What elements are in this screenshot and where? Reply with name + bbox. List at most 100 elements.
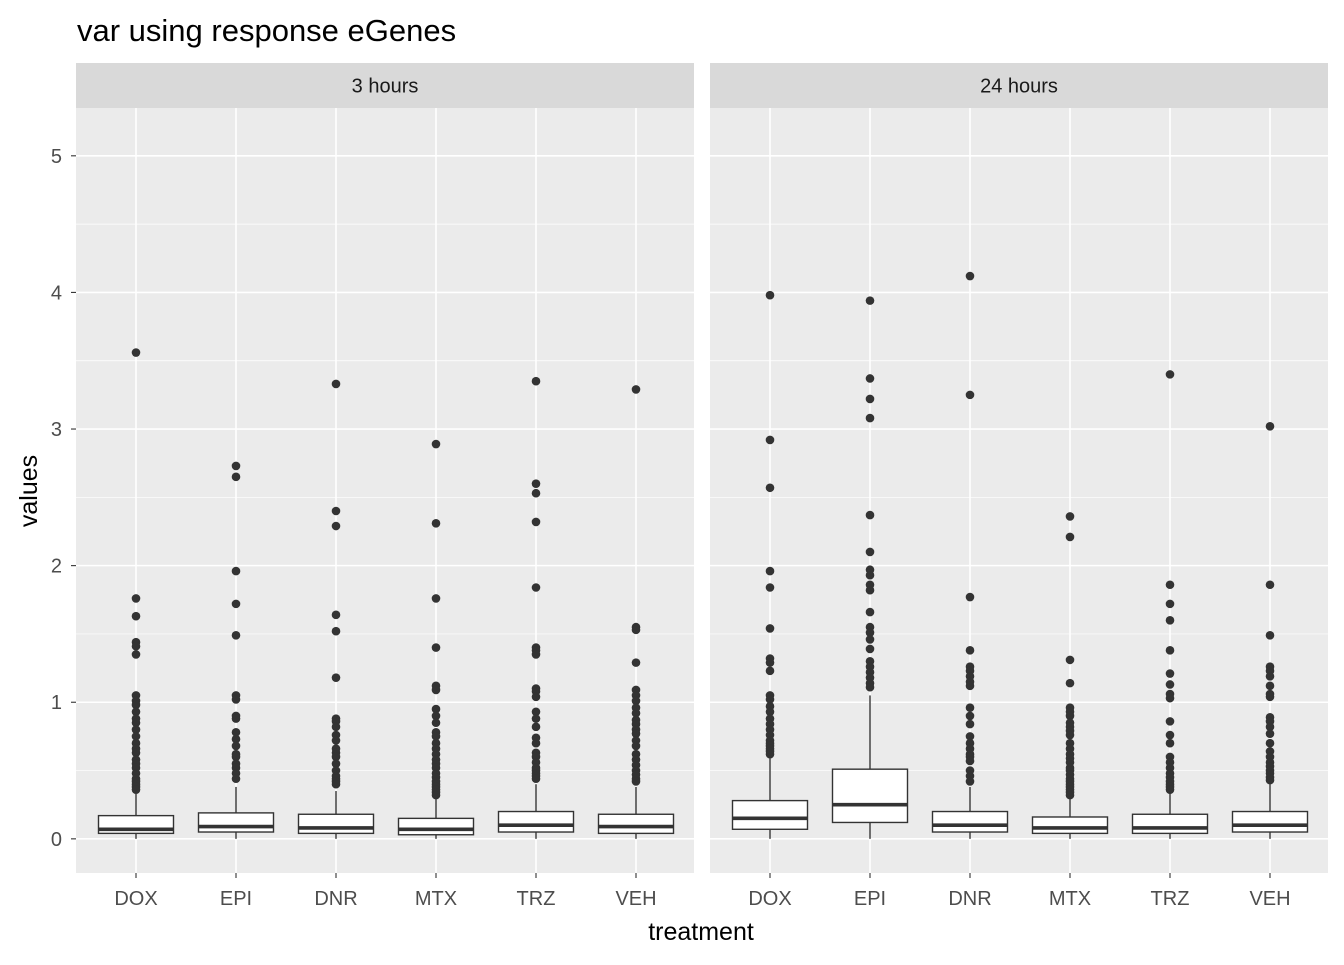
x-tick-label: EPI xyxy=(854,888,886,910)
outlier-point xyxy=(1265,738,1275,748)
outlier-point xyxy=(765,566,775,576)
outlier-point xyxy=(231,631,241,640)
x-tick-label: MTX xyxy=(415,888,457,910)
outlier-point xyxy=(131,785,141,794)
outlier-point xyxy=(965,732,975,741)
outlier-point xyxy=(131,641,141,651)
outlier-point xyxy=(531,774,541,784)
outlier-point xyxy=(1265,671,1275,681)
x-axis-label: treatment xyxy=(648,918,754,946)
x-tick-label: VEH xyxy=(615,888,656,910)
box-dnr xyxy=(931,271,1009,839)
outlier-point xyxy=(765,695,775,704)
facet-panel-0: 3 hours DOX EPI DNR MTX TRZ VEH xyxy=(76,63,694,910)
outlier-point xyxy=(965,271,975,281)
box-epi xyxy=(831,296,909,839)
outlier-point xyxy=(865,547,875,557)
outlier-point xyxy=(865,570,875,580)
outlier-point xyxy=(1165,669,1175,678)
outlier-point xyxy=(231,472,241,482)
outlier-point xyxy=(331,626,341,636)
panel-background xyxy=(710,108,1328,873)
outlier-point xyxy=(331,379,341,389)
outlier-point xyxy=(1065,512,1075,521)
box-mtx xyxy=(397,439,475,839)
outlier-point xyxy=(631,708,641,718)
outlier-point xyxy=(531,738,541,748)
outlier-point xyxy=(765,435,775,445)
outlier-point xyxy=(865,510,875,520)
outlier-point xyxy=(131,594,141,603)
panel-background xyxy=(76,108,694,873)
y-tick-label: 2 xyxy=(51,556,62,578)
facet-strip xyxy=(76,63,694,108)
outlier-point xyxy=(631,777,641,786)
outlier-point xyxy=(865,682,875,692)
y-axis-label: values xyxy=(15,455,43,527)
outlier-point xyxy=(331,736,341,745)
outlier-point xyxy=(965,719,975,729)
chart-title: var using response eGenes xyxy=(77,13,456,48)
box-mtx xyxy=(1031,512,1109,839)
outlier-point xyxy=(631,741,641,751)
outlier-point xyxy=(865,607,875,617)
box-trz xyxy=(497,376,575,839)
outlier-point xyxy=(431,643,441,652)
x-tick-label: MTX xyxy=(1049,888,1091,910)
outlier-point xyxy=(431,718,441,728)
box-iqr xyxy=(831,768,909,824)
outlier-point xyxy=(1065,790,1075,800)
outlier-point xyxy=(431,711,441,721)
outlier-point xyxy=(231,752,241,762)
outlier-point xyxy=(1065,711,1075,721)
outlier-point xyxy=(765,290,775,300)
outlier-point xyxy=(531,707,541,717)
outlier-point xyxy=(131,611,141,621)
outlier-point xyxy=(431,790,441,800)
box-dox xyxy=(731,290,809,839)
outlier-point xyxy=(765,749,775,759)
box-iqr xyxy=(1231,810,1309,833)
box-iqr xyxy=(497,810,575,833)
outlier-point xyxy=(1065,532,1075,542)
outlier-point xyxy=(965,777,975,786)
outlier-point xyxy=(865,394,875,404)
outlier-point xyxy=(1165,599,1175,609)
y-tick-label: 0 xyxy=(51,829,62,851)
outlier-point xyxy=(131,748,141,758)
box-iqr xyxy=(931,810,1009,833)
outlier-point xyxy=(531,488,541,498)
outlier-point xyxy=(765,666,775,676)
outlier-point xyxy=(231,774,241,784)
facet-panel-1: 24 hours DOX EPI DNR MTX TRZ VEH xyxy=(710,63,1328,910)
outlier-point xyxy=(1265,722,1275,732)
outlier-point xyxy=(1165,693,1175,703)
box-dox xyxy=(97,348,175,839)
x-tick-label: DOX xyxy=(114,888,157,910)
outlier-point xyxy=(531,583,541,592)
outlier-point xyxy=(1265,421,1275,431)
outlier-point xyxy=(1065,730,1075,740)
outlier-point xyxy=(1265,729,1275,738)
outlier-point xyxy=(431,518,441,528)
outlier-point xyxy=(965,646,975,655)
outlier-point xyxy=(1165,680,1175,689)
x-tick-label: EPI xyxy=(220,888,252,910)
outlier-point xyxy=(331,759,341,769)
box-iqr xyxy=(297,813,375,835)
facet-panels: 0 1 2 3 4 5 3 hours DOX EPI DNR MTX TRZ VEH 24 hours D… xyxy=(51,63,1328,910)
x-tick-label: TRZ xyxy=(517,888,556,910)
outlier-point xyxy=(1165,785,1175,794)
x-tick-label: TRZ xyxy=(1151,888,1190,910)
outlier-point xyxy=(331,521,341,531)
outlier-point xyxy=(1165,646,1175,655)
outlier-point xyxy=(1165,370,1175,379)
x-tick-label: DNR xyxy=(314,888,357,910)
outlier-point xyxy=(231,741,241,751)
box-iqr xyxy=(1031,816,1109,835)
box-iqr xyxy=(1131,813,1209,835)
x-tick-label: VEH xyxy=(1249,888,1290,910)
facet-strip-label: 24 hours xyxy=(980,76,1058,98)
outlier-point xyxy=(631,729,641,738)
